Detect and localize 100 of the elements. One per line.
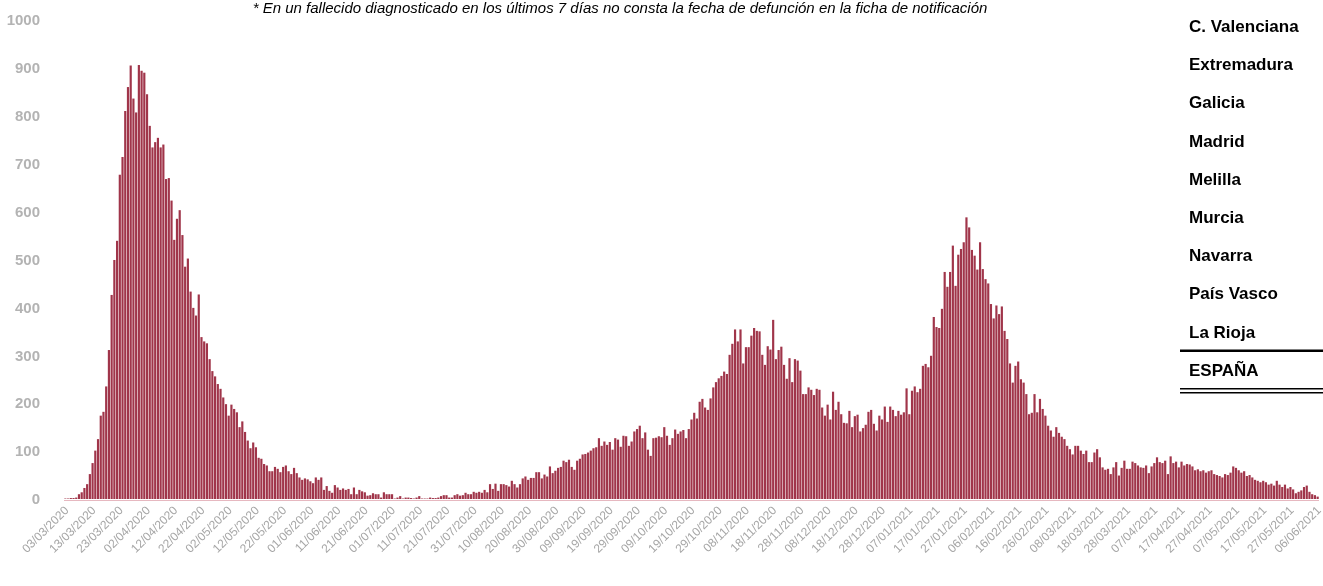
bar bbox=[932, 316, 935, 499]
bar bbox=[717, 378, 720, 499]
bar bbox=[1232, 466, 1235, 499]
bar bbox=[676, 433, 679, 499]
bar bbox=[1093, 452, 1096, 499]
bar bbox=[1272, 485, 1276, 499]
bar bbox=[733, 329, 737, 499]
bar bbox=[1256, 480, 1259, 499]
bar bbox=[1104, 469, 1107, 499]
bar bbox=[260, 458, 263, 499]
bar bbox=[638, 425, 641, 499]
bar bbox=[614, 438, 617, 499]
bar bbox=[663, 427, 666, 499]
bar bbox=[99, 415, 102, 499]
bar bbox=[83, 487, 86, 499]
bar bbox=[1300, 490, 1303, 499]
bar bbox=[589, 450, 592, 499]
bar bbox=[1180, 461, 1183, 499]
bar bbox=[891, 409, 895, 499]
bar bbox=[358, 489, 361, 499]
bar bbox=[1191, 466, 1194, 499]
bar bbox=[853, 416, 856, 499]
bar bbox=[1251, 477, 1254, 499]
bar bbox=[837, 401, 840, 499]
bar bbox=[701, 398, 704, 499]
y-tick-label: 800 bbox=[14, 107, 40, 125]
bar bbox=[178, 210, 181, 499]
bar bbox=[698, 401, 701, 499]
bar bbox=[388, 494, 391, 499]
bar bbox=[951, 245, 954, 499]
bar bbox=[616, 439, 620, 499]
bar bbox=[197, 294, 200, 499]
bar bbox=[543, 474, 546, 499]
bar bbox=[1183, 465, 1186, 499]
bar bbox=[1000, 306, 1003, 499]
annotation: Madrid bbox=[1189, 131, 1245, 151]
bar bbox=[186, 258, 189, 499]
bar bbox=[1134, 463, 1137, 499]
bar bbox=[1311, 494, 1314, 499]
bar bbox=[878, 415, 881, 499]
annotation: Galicia bbox=[1189, 93, 1246, 113]
bar bbox=[276, 468, 279, 499]
bar bbox=[1017, 361, 1020, 499]
bar bbox=[807, 387, 810, 499]
bar bbox=[965, 217, 968, 499]
bar bbox=[390, 494, 394, 499]
bar bbox=[1145, 465, 1148, 499]
bar bbox=[714, 382, 718, 499]
bar bbox=[1063, 439, 1066, 499]
bar bbox=[1283, 484, 1287, 499]
bar bbox=[693, 412, 696, 499]
bar bbox=[1234, 467, 1238, 499]
bar bbox=[1281, 487, 1284, 499]
bar bbox=[1136, 465, 1140, 499]
bar bbox=[592, 448, 595, 499]
bar bbox=[298, 477, 301, 499]
bar bbox=[867, 411, 870, 499]
bar bbox=[1169, 456, 1172, 499]
y-tick-label: 1000 bbox=[6, 11, 40, 29]
bar bbox=[494, 483, 497, 499]
bar bbox=[271, 471, 274, 499]
bar bbox=[848, 410, 851, 499]
bar bbox=[366, 495, 369, 499]
bar bbox=[1262, 480, 1265, 499]
bar bbox=[1210, 470, 1213, 499]
bar bbox=[252, 442, 255, 499]
bar bbox=[1243, 471, 1246, 499]
bar bbox=[369, 495, 372, 499]
annotation: C. Valenciana bbox=[1189, 16, 1300, 36]
bar bbox=[924, 363, 927, 499]
bar bbox=[581, 454, 584, 499]
bar bbox=[1150, 466, 1153, 499]
bar bbox=[793, 359, 797, 499]
bar bbox=[1270, 483, 1273, 499]
bar bbox=[1305, 485, 1308, 499]
bar bbox=[586, 452, 590, 499]
bar bbox=[1082, 453, 1085, 499]
bar bbox=[314, 477, 317, 499]
bar bbox=[235, 412, 238, 499]
bar bbox=[1076, 445, 1080, 499]
bar bbox=[652, 438, 655, 499]
bar bbox=[374, 494, 377, 499]
bar bbox=[203, 341, 206, 499]
y-tick-label: 300 bbox=[14, 346, 40, 364]
bar bbox=[635, 429, 639, 499]
bar bbox=[562, 460, 565, 499]
bar bbox=[1289, 487, 1292, 499]
y-tick-label: 400 bbox=[14, 298, 40, 316]
bar bbox=[905, 388, 908, 499]
bar bbox=[1164, 460, 1167, 499]
bar bbox=[1155, 457, 1159, 499]
bar bbox=[273, 466, 277, 499]
bar bbox=[910, 390, 914, 499]
bar bbox=[597, 438, 601, 499]
bar bbox=[826, 404, 829, 499]
annotation: País Vasco bbox=[1189, 284, 1278, 304]
bar bbox=[499, 484, 503, 499]
bar bbox=[1226, 475, 1229, 499]
bar bbox=[1060, 436, 1063, 499]
bar bbox=[241, 421, 244, 499]
